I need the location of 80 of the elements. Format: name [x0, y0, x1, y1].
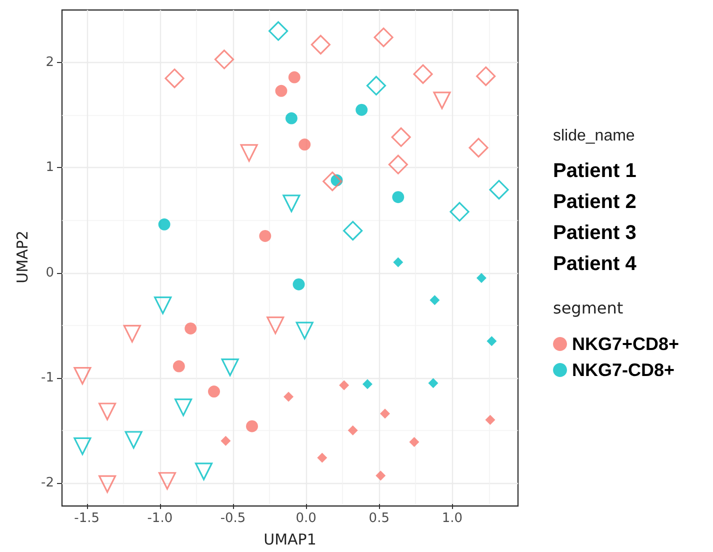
point [282, 194, 300, 212]
point [391, 127, 411, 147]
y-tick-label: -1 [41, 370, 54, 386]
point [376, 470, 386, 481]
point [194, 462, 213, 480]
point [450, 202, 470, 222]
legend-label: NKG7+CD8+ [572, 334, 680, 354]
point [220, 436, 231, 446]
x-tick-label: 0.0 [296, 511, 316, 526]
point [296, 322, 314, 340]
y-tick-label: 2 [46, 55, 54, 70]
point [476, 273, 486, 284]
point [374, 28, 394, 48]
point [214, 50, 234, 70]
point [288, 71, 300, 84]
point [485, 414, 496, 425]
y-tick-label: -2 [41, 475, 54, 490]
point [285, 112, 298, 124]
point [393, 257, 404, 268]
point [268, 21, 288, 41]
legend-title: segment [553, 298, 624, 318]
x-axis-title: UMAP1 [264, 530, 316, 548]
point [275, 84, 288, 97]
point [124, 431, 142, 449]
point [158, 472, 176, 490]
point [409, 436, 420, 447]
point [433, 92, 451, 110]
point [430, 295, 440, 306]
point [486, 336, 497, 346]
point [172, 360, 185, 372]
point [292, 278, 305, 290]
point [380, 408, 390, 419]
point [489, 180, 509, 200]
point [322, 172, 342, 192]
point [366, 76, 386, 96]
point [392, 191, 404, 204]
point [123, 324, 141, 343]
point [343, 220, 363, 241]
point [74, 437, 92, 455]
point [362, 379, 372, 390]
point [298, 138, 311, 151]
point [348, 425, 358, 436]
x-tick-label: -1.5 [74, 511, 100, 526]
x-tick-label: 1.0 [442, 511, 463, 526]
point [246, 420, 258, 432]
point [317, 452, 328, 463]
text: Patient 2 [553, 191, 636, 213]
point [310, 34, 330, 54]
point [208, 386, 220, 398]
point [266, 316, 284, 334]
point [240, 144, 258, 162]
point [388, 154, 408, 174]
point [184, 322, 197, 334]
point [468, 138, 488, 158]
point [259, 230, 272, 242]
point [74, 366, 92, 385]
x-tick-label: -1.0 [147, 511, 173, 526]
point [339, 380, 350, 390]
x-tick-label: 0.5 [368, 511, 390, 526]
point [413, 64, 433, 84]
y-axis-title: UMAP2 [14, 230, 32, 284]
point [154, 296, 172, 314]
point [476, 66, 496, 86]
y-tick-label: 0 [46, 265, 54, 280]
point [164, 68, 184, 88]
x-tick-label: -0.5 [220, 511, 246, 526]
point [98, 402, 116, 420]
legend-label: NKG7-CD8+ [572, 360, 675, 380]
point [174, 398, 192, 416]
text: Patient 4 [553, 253, 638, 275]
point [98, 475, 116, 493]
point [428, 378, 438, 388]
y-tick-label: 1 [46, 160, 54, 176]
point [158, 218, 170, 230]
point [284, 392, 294, 402]
text: Patient 3 [553, 222, 636, 244]
text: slide_name [553, 128, 635, 144]
text: Patient 1 [553, 160, 636, 182]
point [221, 358, 239, 376]
point [356, 104, 368, 116]
